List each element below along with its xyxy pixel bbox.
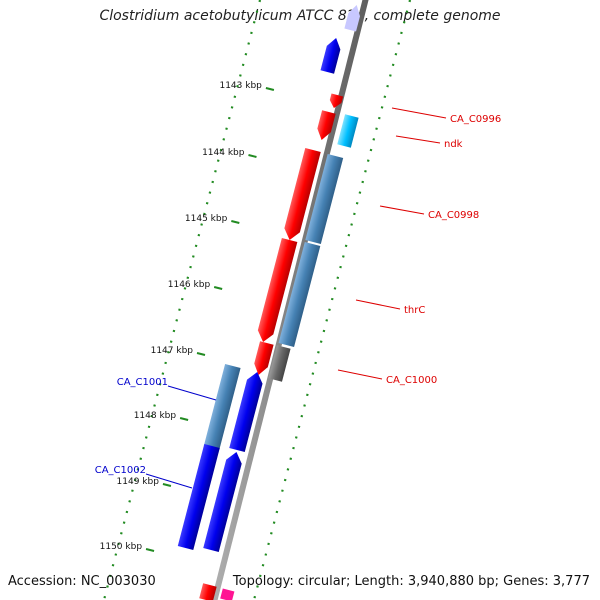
accession-text: Accession: NC_003030	[8, 574, 156, 589]
cds-top-blue	[320, 38, 341, 74]
scale-tick-label: 1144 kbp	[202, 148, 245, 158]
cds-ca-c0996	[317, 110, 336, 141]
map-title: Clostridium acetobutylicum ATCC 824, com…	[99, 8, 501, 24]
scale-tick	[213, 286, 223, 290]
scale-tick	[179, 417, 189, 421]
hit-ca-c0998	[305, 153, 344, 245]
hit-magenta	[220, 588, 235, 600]
scale-tick-label: 1143 kbp	[219, 81, 262, 91]
cds-bottom-red	[199, 583, 217, 600]
scale-tick-label: 1148 kbp	[134, 411, 177, 421]
forward-gene-label: CA_C0998	[428, 210, 479, 221]
hit-ca-c1001	[203, 363, 241, 451]
forward-gene-label: CA_C1000	[386, 375, 437, 386]
scale-tick	[196, 352, 206, 356]
scale-tick-label: 1147 kbp	[151, 346, 194, 356]
scale-tick-label: 1150 kbp	[100, 542, 143, 552]
reverse-gene-label: CA_C1001	[117, 377, 168, 388]
cds-blue-lower	[177, 443, 220, 551]
hit-top-lavender	[344, 4, 360, 32]
forward-label-leader	[337, 369, 383, 380]
scale-tick-label: 1145 kbp	[185, 214, 228, 224]
forward-label-leader	[391, 107, 447, 119]
feature-layer	[177, 4, 360, 600]
hit-ndk	[337, 114, 359, 148]
forward-label-leader	[379, 205, 425, 215]
reverse-label-leader	[145, 473, 193, 489]
dotted-tracks	[102, 0, 412, 600]
reverse-label-leader	[167, 385, 217, 401]
scale-tick	[145, 548, 155, 552]
left-dotted-track	[102, 0, 262, 600]
forward-gene-label: thrC	[404, 305, 425, 316]
scale-tick	[248, 154, 257, 158]
hit-grey	[268, 345, 291, 382]
hit-thrc	[278, 241, 321, 348]
cds-ca-c1001	[229, 372, 263, 453]
forward-gene-label: CA_C0996	[450, 114, 501, 125]
tick-layer: 1143 kbp 1144 kbp 1145 kbp 1146 kbp 1147 kbp…	[100, 81, 275, 552]
scale-tick-label: 1149 kbp	[117, 477, 160, 487]
cds-ca-c1000	[254, 341, 274, 376]
right-dotted-track	[252, 0, 412, 600]
scale-tick	[231, 220, 240, 224]
forward-label-leader	[355, 299, 401, 310]
scale-tick	[162, 483, 172, 487]
cds-top-small	[329, 93, 344, 109]
cds-ca-c1002	[203, 452, 242, 553]
forward-gene-label: ndk	[444, 139, 463, 150]
scale-tick-label: 1146 kbp	[168, 280, 211, 290]
topology-text: Topology: circular; Length: 3,940,880 bp…	[232, 574, 590, 589]
reverse-gene-label: CA_C1002	[95, 465, 146, 476]
scale-tick	[265, 87, 275, 91]
cds-thrc	[257, 237, 298, 342]
cds-ca-c0998	[284, 147, 321, 240]
forward-label-leader	[395, 135, 441, 144]
